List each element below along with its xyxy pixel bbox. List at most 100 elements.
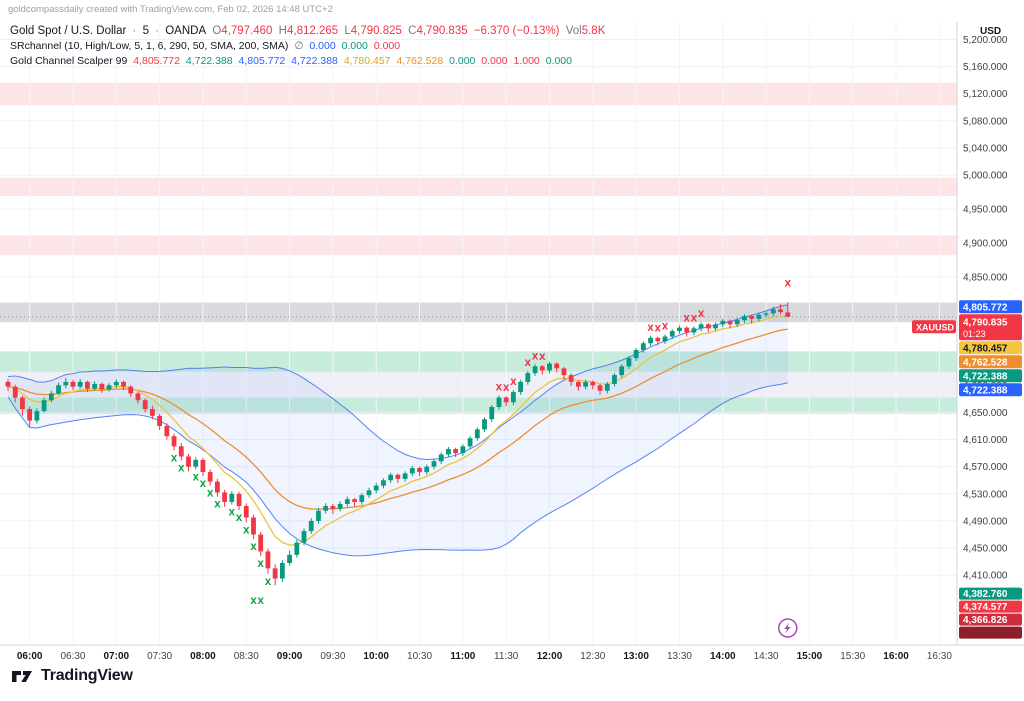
svg-text:X: X xyxy=(683,314,690,324)
time-tick-label: 16:00 xyxy=(883,651,909,660)
svg-text:4,722.388: 4,722.388 xyxy=(963,371,1008,382)
indicator-value: 4,780.457 xyxy=(343,55,391,67)
high-value: 4,812.265 xyxy=(286,25,339,37)
price-tick-label: 4,900.000 xyxy=(963,238,1008,249)
svg-text:X: X xyxy=(192,473,199,483)
indicator-row-scalper[interactable]: Gold Channel Scalper 99 4,805.772 4,722.… xyxy=(10,54,608,68)
gridlines xyxy=(0,22,957,645)
price-tick-label: 5,160.000 xyxy=(963,62,1008,73)
price-tick-label: 5,200.000 xyxy=(963,35,1008,46)
volume-label: Vol xyxy=(565,25,582,37)
price-tag xyxy=(959,341,1022,355)
svg-text:X: X xyxy=(257,597,264,607)
time-tick-label: 08:30 xyxy=(234,651,259,660)
time-tick-label: 07:30 xyxy=(147,651,172,660)
svg-text:X: X xyxy=(214,501,221,511)
indicator-row-srchannel[interactable]: SRchannel (10, High/Low, 5, 1, 6, 290, 5… xyxy=(10,39,608,53)
svg-text:X: X xyxy=(257,560,264,570)
svg-text:X: X xyxy=(250,597,257,607)
legend-row-symbol[interactable]: Gold Spot / U.S. Dollar · 5 · OANDA O4,7… xyxy=(10,24,608,38)
price-tag xyxy=(959,300,1022,314)
svg-text:4,382.760: 4,382.760 xyxy=(963,589,1008,600)
time-tick-label: 15:00 xyxy=(797,651,823,660)
indicator-value: 4,722.388 xyxy=(291,55,338,67)
svg-text:X: X xyxy=(243,526,250,536)
svg-text:X: X xyxy=(171,454,178,464)
low-value: 4,790.825 xyxy=(350,25,402,37)
svg-text:X: X xyxy=(178,465,185,475)
indicator-value: 0.000 xyxy=(449,55,476,67)
svg-text:4,762.528: 4,762.528 xyxy=(963,357,1008,368)
indicator-value: 0.000 xyxy=(309,40,336,52)
price-tick-label: 4,490.000 xyxy=(963,516,1008,527)
indicator-value: 4,722.388 xyxy=(185,55,233,67)
interval[interactable]: 5 xyxy=(142,25,149,37)
price-tick-label: 4,850.000 xyxy=(963,272,1008,283)
time-tick-label: 12:30 xyxy=(580,651,605,660)
candles xyxy=(5,302,791,586)
price-tick-label: 4,570.000 xyxy=(963,462,1008,473)
lightning-marker[interactable] xyxy=(778,618,798,638)
svg-text:X: X xyxy=(662,322,669,332)
svg-text:4,374.577: 4,374.577 xyxy=(963,602,1008,613)
price-tag xyxy=(959,369,1022,383)
svg-text:X: X xyxy=(784,280,791,290)
price-tick-label: 4,610.000 xyxy=(963,435,1008,446)
indicator-value: 0.000 xyxy=(373,40,401,52)
price-tick-label: 4,950.000 xyxy=(963,205,1008,216)
moving-averages xyxy=(7,315,788,546)
svg-text:X: X xyxy=(496,383,503,393)
time-tick-label: 11:00 xyxy=(450,651,475,660)
svg-text:4,805.772: 4,805.772 xyxy=(963,302,1008,313)
tradingview-logo-mark xyxy=(12,671,32,682)
price-tick-label: 5,080.000 xyxy=(963,116,1008,127)
time-tick-label: 15:30 xyxy=(840,651,865,660)
open-value: 4,797.460 xyxy=(221,25,273,37)
price-tick-label: 5,000.000 xyxy=(963,171,1008,182)
axis-unit-usd[interactable]: USD xyxy=(980,26,1001,37)
svg-text:X: X xyxy=(525,359,532,369)
time-axis[interactable]: 06:00 06:30 07:00 07:30 08:00 08:30 09:00 09:30… xyxy=(17,651,952,660)
close-value: 4,790.835 xyxy=(416,25,468,37)
price-tick-label: 4,450.000 xyxy=(963,544,1008,555)
tradingview-logo[interactable]: TradingView xyxy=(10,664,133,688)
time-tick-label: 07:00 xyxy=(104,651,130,660)
svg-text:4,780.457: 4,780.457 xyxy=(963,343,1008,354)
svg-text:X: X xyxy=(532,352,539,362)
price-tag xyxy=(959,383,1022,397)
indicator-value: ∅ xyxy=(294,40,304,52)
price-zones xyxy=(0,82,957,414)
svg-text:XAUUSD: XAUUSD xyxy=(916,322,955,332)
channel-indicator xyxy=(7,304,788,557)
svg-text:X: X xyxy=(207,490,214,500)
indicator-name: SRchannel (10, High/Low, 5, 1, 6, 290, 5… xyxy=(10,40,289,52)
time-tick-label: 09:30 xyxy=(320,651,345,660)
indicator-value: 4,805.772 xyxy=(133,55,180,67)
price-tag xyxy=(959,600,1022,613)
indicator-name: Gold Channel Scalper 99 xyxy=(10,55,128,67)
time-tick-label: 14:00 xyxy=(710,651,736,660)
time-tick-label: 10:00 xyxy=(363,651,389,660)
countdown: 01:23 xyxy=(963,329,986,339)
change-value: −6.370 (−0.13%) xyxy=(473,25,560,37)
svg-text:X: X xyxy=(698,310,705,320)
svg-text:X: X xyxy=(539,353,546,363)
time-tick-label: 06:30 xyxy=(60,651,85,660)
indicator-value: 4,762.528 xyxy=(396,55,444,67)
svg-text:X: X xyxy=(236,514,243,524)
time-tick-label: 10:30 xyxy=(407,651,432,660)
price-tick-label: 4,410.000 xyxy=(963,571,1008,582)
separator: · xyxy=(132,25,137,37)
svg-text:X: X xyxy=(691,314,698,324)
legend: Gold Spot / U.S. Dollar · 5 · OANDA O4,7… xyxy=(10,24,608,68)
time-tick-label: 14:30 xyxy=(754,651,779,660)
open-label: O xyxy=(212,25,222,37)
low-label: L xyxy=(344,25,351,37)
volume-value: 5.8K xyxy=(581,25,606,37)
svg-text:X: X xyxy=(510,378,517,388)
price-tag xyxy=(959,314,1022,341)
